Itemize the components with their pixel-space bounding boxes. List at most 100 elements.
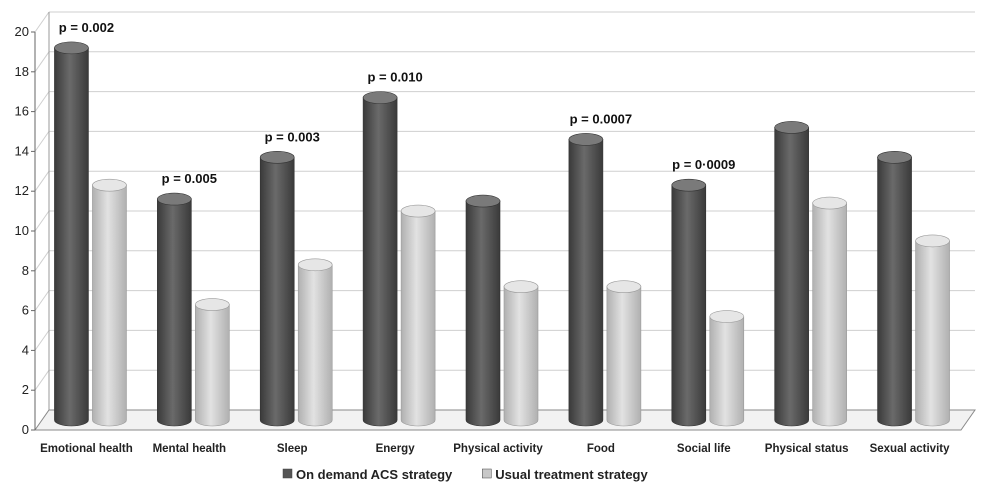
gridline-side — [34, 91, 50, 112]
gridline-side — [34, 131, 50, 152]
bar-body — [568, 139, 604, 427]
bar-body — [671, 184, 707, 427]
y-tick-label: 14 — [15, 143, 29, 158]
bar-top — [465, 194, 501, 208]
bar-top — [259, 151, 295, 164]
y-tick-label: 2 — [22, 382, 29, 397]
bar-usual-8 — [915, 234, 950, 427]
y-tick-label: 6 — [22, 303, 29, 318]
bar-body — [297, 264, 333, 427]
labels: 0 2 4 6 8 10 12 14 16 18 20 Emotional health p = 0.0… — [15, 20, 951, 455]
bar-on-demand-4 — [465, 194, 501, 427]
legend-label: Usual treatment strategy — [495, 467, 648, 482]
bar-body — [606, 286, 642, 427]
gridline-side — [34, 170, 50, 192]
bar-on-demand-2 — [259, 151, 295, 427]
y-tick-label: 12 — [15, 183, 29, 198]
bar-top — [157, 192, 192, 206]
x-tick-label: Mental health — [153, 443, 226, 455]
bar-body — [503, 286, 539, 427]
bar-on-demand-8 — [877, 151, 912, 427]
bar-on-demand-1 — [157, 192, 192, 427]
y-tick-label: 8 — [22, 263, 29, 278]
bar-body — [259, 157, 295, 427]
p-value-annotation: p = 0.005 — [162, 171, 217, 186]
bar-body — [812, 202, 847, 427]
gridline-side — [34, 11, 50, 33]
bar-top — [877, 151, 912, 164]
bar-body — [877, 157, 912, 427]
x-tick-label: Sexual activity — [870, 443, 951, 455]
y-tick-label: 4 — [22, 342, 29, 357]
bar-top — [812, 196, 847, 210]
x-tick-label: Social life — [677, 443, 731, 455]
bar-usual-6 — [709, 310, 745, 427]
bar-body — [709, 316, 745, 427]
bar-top — [297, 258, 333, 272]
bar-body — [400, 210, 436, 427]
bar-on-demand-0 — [54, 41, 89, 427]
x-tick-label: Emotional health — [40, 443, 133, 455]
x-tick-label: Energy — [376, 443, 416, 455]
bar-top — [915, 234, 950, 248]
p-value-annotation: p = 0.003 — [265, 129, 320, 144]
bar-body — [915, 240, 950, 427]
bar-usual-5 — [606, 280, 642, 427]
bar-body — [92, 184, 127, 427]
y-tick-label: 16 — [15, 104, 29, 119]
bar-usual-2 — [297, 258, 333, 427]
gridline-side — [34, 51, 50, 73]
legend-label: On demand ACS strategy — [296, 467, 453, 482]
bar-usual-7 — [812, 196, 847, 427]
bar-on-demand-6 — [671, 178, 707, 427]
gridline-side — [34, 369, 50, 391]
bar-top — [503, 280, 539, 293]
x-tick-label: Physical activity — [453, 443, 543, 455]
p-value-annotation: p = 0.0007 — [570, 111, 633, 126]
y-tick-label: 0 — [22, 422, 29, 437]
bar-on-demand-3 — [362, 91, 398, 427]
bar-top — [400, 204, 436, 218]
y-tick-label: 20 — [15, 24, 29, 39]
bar-usual-3 — [400, 204, 436, 427]
p-value-annotation: p = 0.002 — [59, 20, 114, 35]
bar-top — [92, 178, 127, 192]
legend-swatch — [482, 468, 492, 479]
bar-on-demand-7 — [774, 121, 809, 427]
p-value-annotation: p = 0.010 — [367, 70, 422, 85]
bar-top — [568, 133, 604, 146]
y-tick-label: 18 — [15, 64, 29, 79]
legend-swatch — [282, 468, 293, 479]
bar-usual-4 — [503, 280, 539, 427]
bar-body — [195, 304, 230, 427]
bar-usual-1 — [195, 298, 230, 427]
x-tick-label: Sleep — [277, 443, 308, 455]
bar-body — [157, 198, 192, 427]
bars — [54, 41, 950, 427]
bar-body — [774, 127, 809, 427]
bar-top — [774, 121, 809, 134]
bar-top — [54, 41, 89, 55]
bar-top — [671, 178, 707, 192]
bar-body — [362, 97, 398, 427]
bar-body — [54, 47, 89, 427]
bar-top — [606, 280, 642, 293]
p-value-annotation: p = 0·0009 — [672, 157, 735, 172]
gridline-side — [34, 250, 50, 272]
legend: On demand ACS strategy Usual treatment st… — [282, 467, 648, 482]
bar-on-demand-5 — [568, 133, 604, 427]
legend-item: On demand ACS strategy — [282, 467, 453, 482]
bar-top — [709, 310, 745, 323]
x-tick-label: Physical status — [765, 443, 849, 455]
gridline-side — [34, 290, 50, 311]
x-tick-label: Food — [587, 443, 615, 455]
bar-body — [465, 200, 501, 427]
gridline-side — [34, 330, 50, 351]
bar-usual-0 — [92, 178, 127, 427]
legend-item: Usual treatment strategy — [482, 467, 648, 482]
bar-top — [195, 298, 230, 311]
gridline-side — [34, 210, 50, 232]
bar-top — [362, 91, 398, 104]
